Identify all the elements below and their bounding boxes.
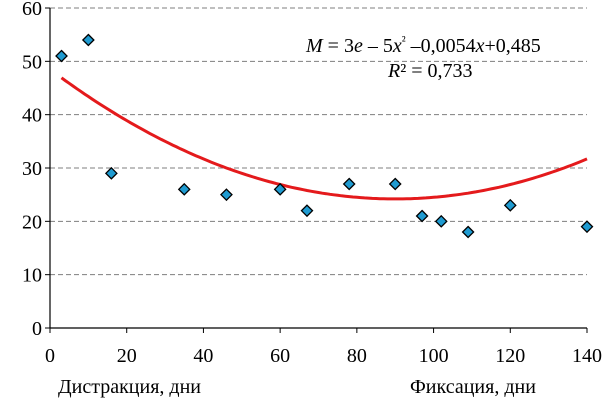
phase-label-distraction: Дистракция, дни	[58, 376, 201, 398]
x-tick-label-6: 120	[495, 345, 525, 367]
y-tick-label-3: 30	[22, 158, 42, 180]
y-tick-label-5: 50	[22, 51, 42, 73]
data-point-8	[388, 177, 402, 191]
data-point-12	[503, 198, 517, 212]
data-point-6	[300, 204, 314, 218]
x-tick-label-3: 60	[270, 345, 290, 367]
x-ticks: 0 20 40 60 80 100 120 140	[45, 328, 602, 367]
data-point-4	[220, 188, 233, 202]
data-point-0	[55, 49, 68, 63]
data-point-13	[580, 220, 594, 234]
data-point-5	[273, 182, 287, 196]
y-tick-label-1: 10	[22, 265, 42, 287]
x-tick-label-5: 100	[419, 345, 449, 367]
y-tick-label-2: 20	[22, 211, 42, 233]
y-tick-label-6: 60	[22, 0, 42, 20]
x-tick-label-2: 40	[193, 345, 213, 367]
grid-lines	[50, 7, 587, 276]
data-points	[55, 33, 594, 239]
trendline-equation: M = 3e – 5x² –0,0054x+0,485	[305, 33, 541, 58]
x-tick-label-1: 20	[117, 345, 137, 367]
x-tick-label-7: 140	[572, 345, 602, 367]
data-point-11	[461, 225, 475, 239]
r-squared-label: R² = 0,733	[387, 60, 473, 82]
y-tick-label-4: 40	[22, 105, 42, 127]
trendline-curve	[60, 76, 588, 201]
y-tick-label-0: 0	[32, 318, 42, 340]
data-point-2	[104, 166, 118, 180]
data-point-9	[415, 209, 429, 223]
y-ticks: 0 10 20 30 40 50 60	[22, 0, 50, 340]
data-point-3	[177, 182, 191, 196]
data-point-10	[434, 214, 448, 228]
data-point-7	[342, 177, 356, 191]
x-tick-label-0: 0	[45, 345, 55, 367]
data-point-1	[81, 33, 95, 47]
x-tick-label-4: 80	[347, 345, 367, 367]
phase-label-fixation: Фиксация, дни	[410, 376, 536, 398]
